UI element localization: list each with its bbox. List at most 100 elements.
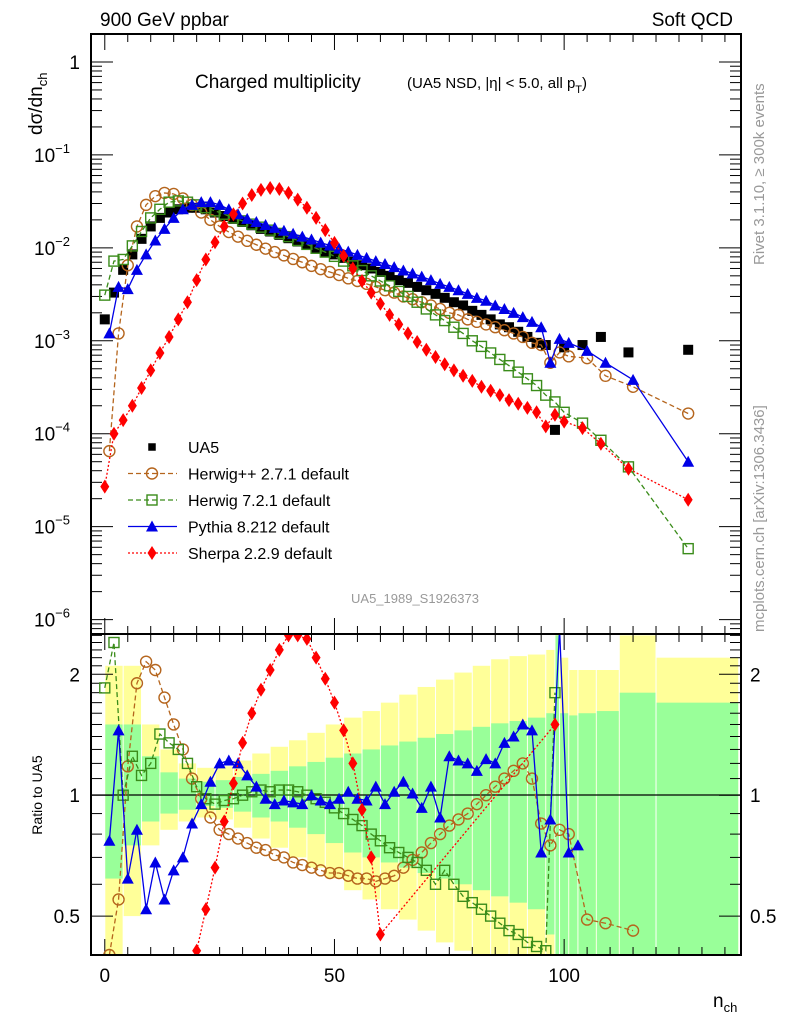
ratio-series-0-point: [489, 780, 502, 793]
main-series-3-point: [204, 196, 217, 208]
subtitle-subscript: T: [575, 84, 582, 96]
ratio-series-0-point: [433, 827, 447, 841]
ratio-series-0-point: [599, 917, 612, 930]
ratio-series-1-point: [246, 786, 258, 798]
ratio-series-2-point: [443, 750, 456, 762]
inner-band: [491, 723, 509, 897]
ratio-series-0-point: [332, 866, 346, 880]
ratio-series-2-point: [571, 839, 584, 851]
main-series-4-point: [513, 396, 523, 411]
main-series-0-point: [173, 204, 184, 215]
ratio-series-2-point: [195, 798, 208, 810]
xlabel-subscript: ch: [724, 1000, 738, 1015]
ratio-series-3-point: [284, 634, 294, 643]
ratio-series-1-point: [145, 757, 157, 770]
ratio-series-2-point: [112, 724, 125, 736]
main-series-2-point: [521, 373, 534, 385]
ratio-series-1-point: [475, 903, 488, 915]
main-series-4-point: [495, 388, 505, 403]
ratio-series-3-point: [348, 756, 358, 771]
main-series-3-point: [195, 196, 208, 208]
ratio-series-1-point: [411, 856, 423, 869]
ratio-series-1-point: [172, 743, 184, 756]
ratio-series-2-point: [544, 813, 557, 825]
main-series-4-point: [559, 414, 569, 429]
ratio-series-3-point: [192, 943, 202, 955]
main-series-4-point: [320, 223, 330, 238]
main-series-3-point: [121, 283, 134, 295]
legend-label: Sherpa 2.2.9 default: [188, 546, 333, 563]
main-series-1-point: [562, 350, 575, 363]
header-left: 900 GeV ppbar: [100, 10, 230, 31]
main-series-3-point: [140, 248, 153, 260]
main-series-0-point: [329, 249, 340, 260]
ratio-series-1-point: [227, 793, 240, 805]
ratio-series-1-point: [209, 798, 221, 810]
main-series-0-point: [127, 249, 138, 260]
ratio-series-0-point: [452, 813, 465, 826]
ratio-series-3-point: [311, 650, 321, 665]
ratio-series-0-point: [139, 655, 153, 668]
main-series-0-point: [467, 305, 478, 316]
ratio-series-0-point: [130, 677, 144, 690]
legend-label: Herwig 7.2.1 default: [188, 493, 331, 510]
main-series-2-point: [530, 379, 543, 392]
main-series-4-point: [375, 296, 385, 311]
main-series-4-point: [467, 373, 477, 388]
ratio-series-1-point: [549, 686, 561, 699]
main-series-4-point: [238, 196, 248, 211]
main-series-2-point: [402, 290, 414, 303]
main-series-3-point: [158, 222, 171, 234]
ratio-series-1-point: [466, 896, 478, 909]
main-series-1-point: [342, 272, 355, 285]
main-series-2-point: [549, 396, 561, 408]
main-series-4-point: [146, 363, 156, 378]
ratio-series-1-point: [494, 917, 506, 929]
main-series-3-point: [581, 344, 594, 356]
inner-band: [472, 726, 491, 891]
main-series-3-point: [103, 327, 116, 339]
main-plot-series: [99, 181, 695, 555]
ratio-series-2-point: [378, 798, 391, 810]
main-series-4-point: [385, 307, 395, 322]
ratio-y-tick-label-right: 0.5: [750, 907, 776, 928]
main-series-0-point: [145, 221, 156, 232]
ratio-series-3-point: [228, 776, 238, 791]
ratio-series-2-point: [323, 798, 336, 810]
main-series-4-point: [683, 492, 693, 507]
ratio-series-2-point: [535, 846, 548, 858]
main-series-4-point: [284, 185, 294, 200]
ratio-series-1-point: [420, 864, 433, 877]
main-series-0-point: [683, 344, 694, 355]
ratio-ylabel: Ratio to UA5: [29, 755, 45, 835]
main-series-0-point: [549, 424, 560, 435]
main-series-1-point: [489, 321, 502, 334]
main-series-0-point: [108, 287, 119, 298]
main-series-2-point: [457, 327, 469, 340]
ratio-series-2-point: [287, 796, 300, 808]
ratio-series-2-point: [333, 792, 346, 804]
ratio-series-2-point: [241, 769, 254, 781]
main-series-1-point: [479, 318, 493, 331]
main-series-4-point: [274, 181, 284, 196]
main-series-2-point: [126, 240, 139, 252]
ratio-series-1-point: [163, 737, 175, 749]
ratio-series-3-point: [219, 814, 229, 829]
main-series-4-point: [394, 317, 404, 332]
ratio-series-3-point: [339, 723, 349, 738]
y-tick-label: 1: [69, 53, 80, 74]
inner-band: [596, 711, 619, 955]
x-axis-label: nch: [713, 991, 737, 1015]
ratio-series-0-point: [250, 841, 263, 854]
main-series-3-point: [378, 258, 391, 270]
main-series-3-point: [369, 255, 382, 267]
main-series-3-point: [562, 336, 575, 348]
main-series-2-point: [494, 353, 506, 366]
ratio-series-0-point: [424, 836, 438, 850]
main-series-3-point: [452, 284, 465, 296]
main-series-1-point: [599, 369, 612, 383]
main-series-0-point: [577, 340, 588, 351]
main-series-1-point: [314, 262, 327, 276]
ratio-series-2-point: [176, 851, 189, 863]
main-series-4-point: [247, 188, 257, 203]
